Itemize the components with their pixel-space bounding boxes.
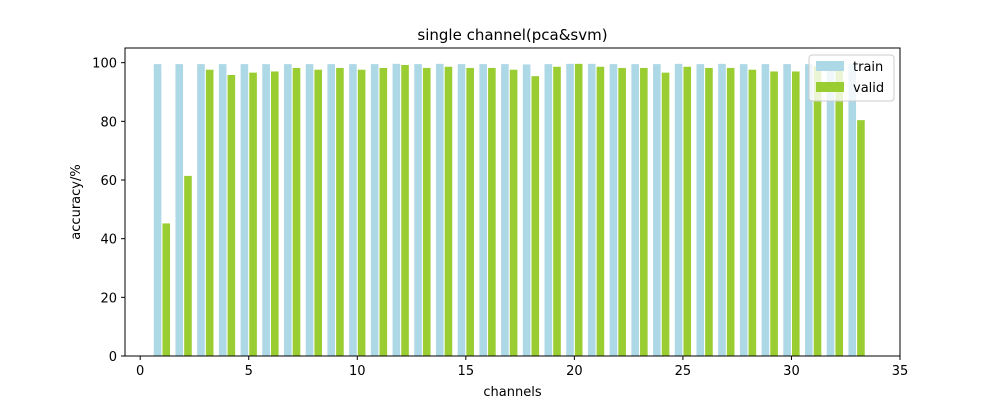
x-axis: 0 5 10 15 20 25 30 35 <box>136 356 908 379</box>
bar-valid-29 <box>770 71 778 356</box>
bar-valid-24 <box>661 72 670 356</box>
bar-train-2 <box>175 64 184 356</box>
x-axis-label: channels <box>483 385 541 400</box>
legend-label-train: train <box>853 60 883 75</box>
x-tick-label: 0 <box>136 364 144 379</box>
bar-train-22 <box>609 64 618 356</box>
bar-train-6 <box>262 64 270 356</box>
plot-area <box>153 63 865 357</box>
x-tick-label: 25 <box>675 364 692 379</box>
bar-train-13 <box>414 64 422 356</box>
bar-valid-11 <box>379 67 388 356</box>
bar-valid-14 <box>444 66 453 357</box>
bar-train-25 <box>674 63 683 357</box>
bar-train-12 <box>392 63 401 357</box>
bar-valid-6 <box>270 71 279 356</box>
bar-train-15 <box>457 64 466 356</box>
bar-valid-7 <box>292 67 301 356</box>
bar-valid-19 <box>553 66 561 357</box>
bar-valid-12 <box>401 65 409 356</box>
y-tick-label: 40 <box>100 233 117 248</box>
bar-valid-15 <box>466 67 474 356</box>
y-axis-label: accuracy/% <box>69 164 84 239</box>
bar-valid-28 <box>748 69 757 357</box>
bar-train-33 <box>848 64 857 356</box>
bar-valid-17 <box>509 69 518 357</box>
y-tick-label: 60 <box>100 174 117 189</box>
bar-valid-5 <box>249 72 257 356</box>
bar-train-21 <box>587 63 596 357</box>
bar-valid-4 <box>227 74 236 357</box>
legend-label-valid: valid <box>853 81 884 96</box>
bar-valid-22 <box>618 67 626 356</box>
bar-train-1 <box>153 64 162 356</box>
x-tick-label: 5 <box>245 364 253 379</box>
bar-valid-23 <box>640 67 648 356</box>
bar-valid-20 <box>574 63 583 357</box>
bar-valid-16 <box>488 67 496 356</box>
x-tick-label: 15 <box>458 364 475 379</box>
bar-valid-33 <box>857 120 865 356</box>
y-tick-label: 100 <box>92 57 117 72</box>
x-tick-label: 35 <box>892 364 909 379</box>
bar-train-11 <box>370 64 379 356</box>
bar-valid-25 <box>683 66 692 357</box>
bar-valid-30 <box>792 71 800 356</box>
chart-title: single channel(pca&svm) <box>417 26 607 44</box>
bar-train-27 <box>718 63 726 357</box>
bar-train-26 <box>696 64 705 356</box>
x-tick-label: 10 <box>349 364 366 379</box>
bar-train-30 <box>783 64 791 356</box>
bar-train-29 <box>761 64 770 356</box>
bar-valid-21 <box>596 66 605 357</box>
bar-train-18 <box>522 64 531 357</box>
bar-train-24 <box>653 64 661 356</box>
bar-valid-8 <box>314 69 323 357</box>
bar-valid-13 <box>422 67 431 356</box>
bar-valid-9 <box>336 67 344 356</box>
legend: train valid <box>808 54 895 102</box>
bar-train-7 <box>284 64 292 356</box>
bar-train-16 <box>479 64 487 356</box>
bar-train-28 <box>739 64 748 356</box>
bar-valid-31 <box>813 66 822 356</box>
bar-train-4 <box>218 64 227 356</box>
bar-valid-32 <box>835 66 844 356</box>
bar-train-23 <box>631 64 639 356</box>
bar-train-10 <box>349 64 357 356</box>
bar-train-31 <box>805 64 813 356</box>
bar-train-32 <box>826 64 835 356</box>
bar-valid-18 <box>531 76 540 356</box>
bar-train-17 <box>501 64 509 356</box>
bar-train-20 <box>566 63 574 357</box>
bar-valid-2 <box>184 175 192 356</box>
y-tick-label: 80 <box>100 115 117 130</box>
bar-valid-3 <box>205 69 214 357</box>
bar-train-3 <box>197 64 205 356</box>
y-tick-label: 20 <box>100 291 117 306</box>
x-tick-label: 20 <box>566 364 583 379</box>
bar-valid-26 <box>705 67 713 356</box>
bar-valid-1 <box>162 223 171 356</box>
bar-train-8 <box>305 64 314 356</box>
legend-swatch-valid <box>816 82 844 92</box>
bar-train-5 <box>240 64 249 356</box>
y-tick-label: 0 <box>109 350 117 365</box>
x-tick-label: 30 <box>783 364 800 379</box>
bar-valid-10 <box>357 69 366 357</box>
y-axis: 0 20 40 60 80 100 <box>92 57 125 365</box>
bar-train-14 <box>435 63 444 357</box>
bar-train-19 <box>544 64 553 356</box>
plot-frame <box>124 47 901 357</box>
bar-valid-27 <box>726 67 735 356</box>
legend-swatch-train <box>816 61 844 71</box>
bar-train-9 <box>327 64 336 356</box>
